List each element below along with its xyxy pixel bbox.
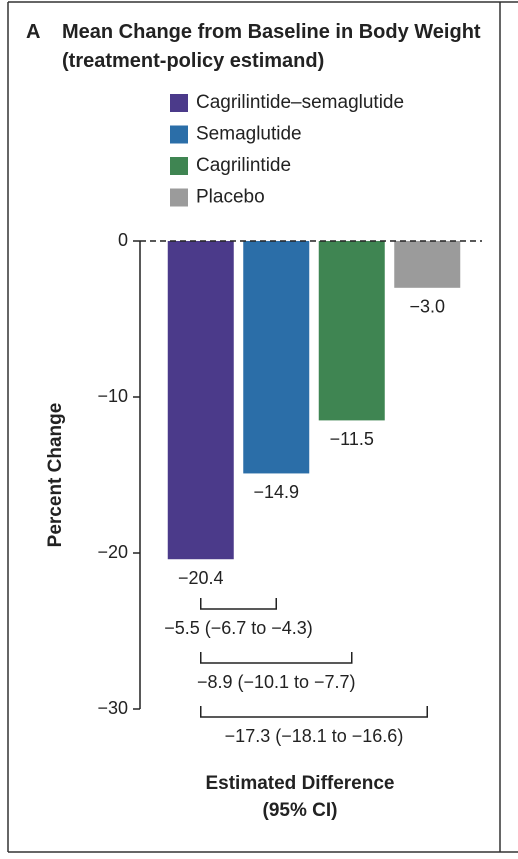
y-tick-label: −30 [97, 698, 128, 718]
bar [394, 241, 461, 288]
y-axis-label: Percent Change [45, 403, 66, 548]
bar [243, 241, 310, 474]
y-tick-label: 0 [118, 230, 128, 250]
legend-label: Cagrilintide [196, 155, 291, 176]
y-tick-label: −20 [97, 542, 128, 562]
value-label: −11.5 [330, 429, 374, 449]
legend-swatch [170, 94, 188, 112]
value-label: −14.9 [253, 482, 299, 502]
legend-swatch [170, 125, 188, 144]
bracket [200, 652, 353, 664]
difference-title: Estimated Difference [205, 773, 394, 794]
legend-label: Semaglutide [196, 124, 302, 145]
legend-swatch [170, 188, 188, 207]
chart-title: Mean Change from Baseline in Body Weight… [62, 21, 481, 72]
difference-title: (95% CI) [263, 800, 338, 821]
bar [167, 241, 234, 560]
value-label: −3.0 [409, 297, 445, 317]
comparison-label: −8.9 (−10.1 to −7.7) [197, 672, 356, 692]
legend-label: Placebo [196, 187, 265, 208]
comparison-label: −5.5 (−6.7 to −4.3) [164, 618, 313, 638]
bar [318, 241, 385, 421]
comparison-label: −17.3 (−18.1 to −16.6) [225, 726, 404, 746]
legend-label: Cagrilintide–semaglutide [196, 92, 404, 113]
legend-swatch [170, 157, 188, 175]
y-tick-label: −10 [97, 386, 128, 406]
bracket [200, 706, 428, 718]
value-label: −20.4 [178, 568, 224, 588]
bracket [200, 598, 277, 610]
panel-letter: A [26, 21, 41, 43]
